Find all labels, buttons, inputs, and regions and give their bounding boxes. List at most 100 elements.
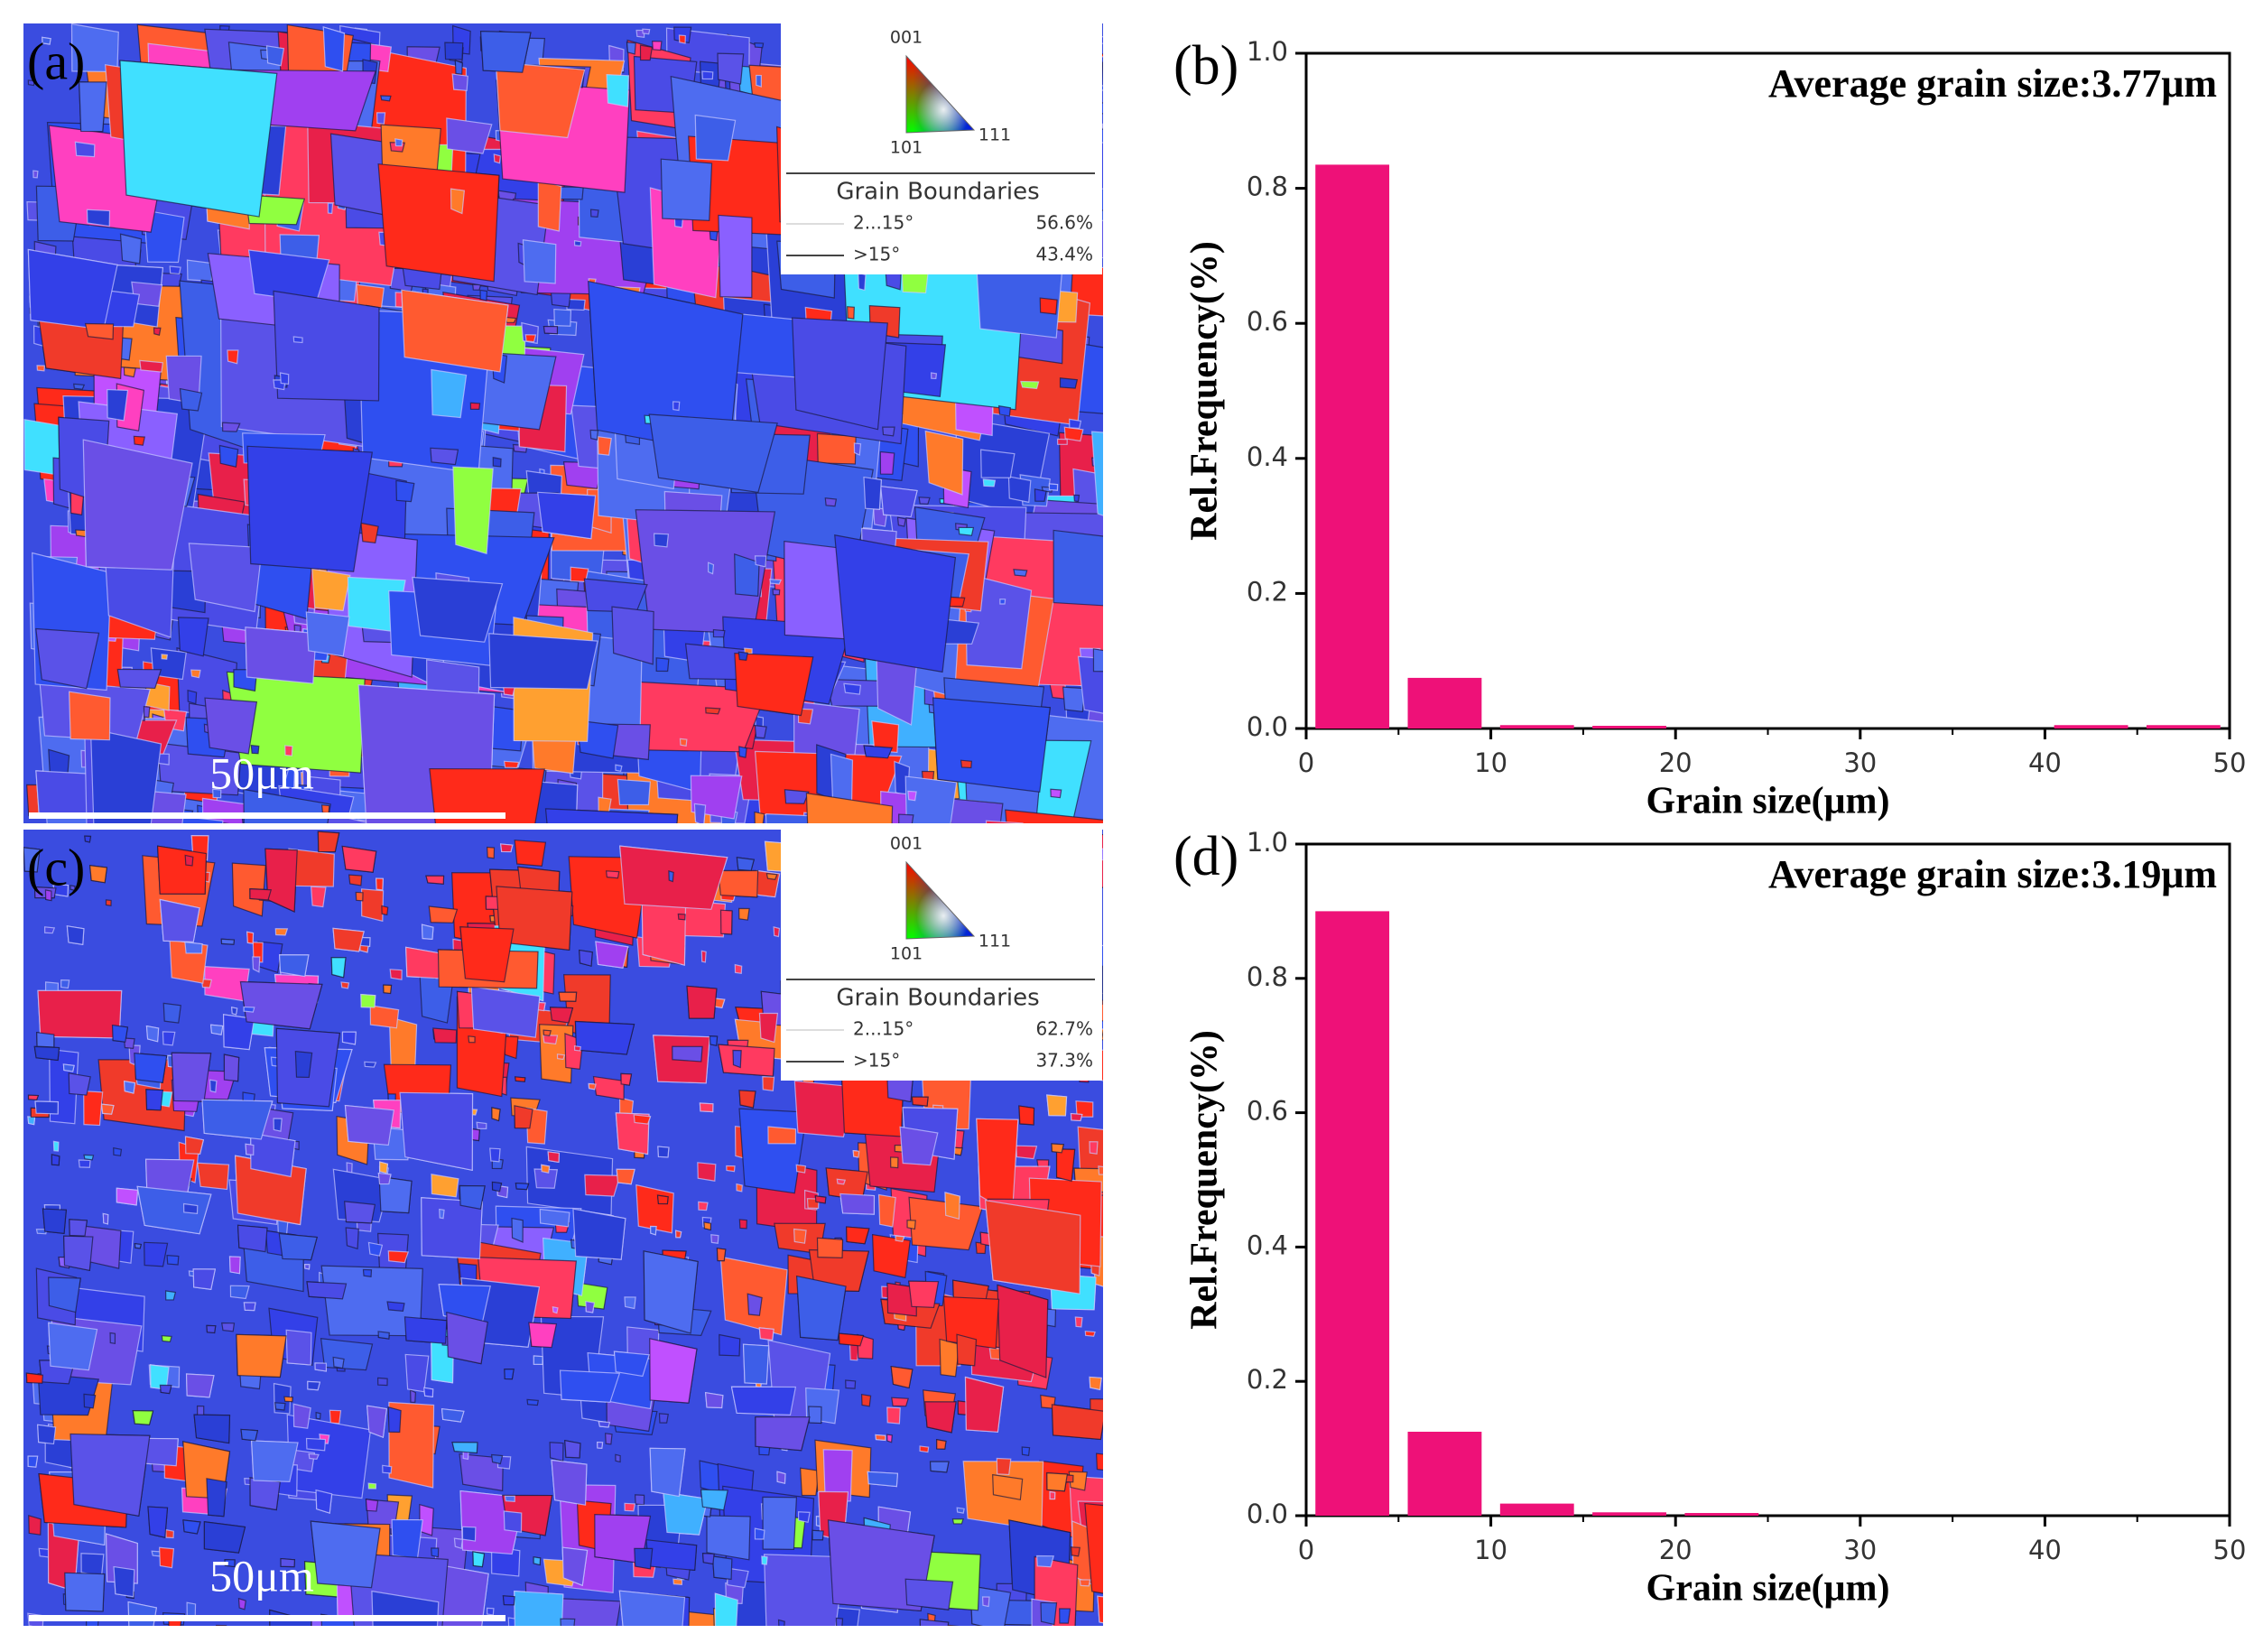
grain bbox=[549, 1442, 564, 1462]
grain bbox=[514, 1105, 533, 1129]
y-tick-label: 1.0 bbox=[1247, 827, 1288, 858]
grain bbox=[378, 1175, 413, 1214]
grain bbox=[626, 42, 636, 55]
grain bbox=[944, 1192, 960, 1220]
grain bbox=[543, 1029, 552, 1036]
grain bbox=[918, 497, 931, 506]
grain bbox=[1020, 380, 1040, 390]
grain bbox=[663, 1491, 709, 1536]
grain bbox=[320, 1338, 374, 1371]
grain bbox=[700, 1489, 728, 1511]
grain bbox=[136, 1185, 212, 1235]
grain bbox=[784, 789, 810, 804]
grain bbox=[116, 668, 162, 690]
grain bbox=[80, 1553, 105, 1577]
grain bbox=[159, 898, 200, 942]
y-tick-label: 0.0 bbox=[1247, 711, 1288, 742]
grain bbox=[754, 42, 765, 49]
scale-bar bbox=[29, 812, 505, 819]
y-axis-label: Rel.Frequency(%) bbox=[1184, 241, 1226, 541]
grain bbox=[658, 1413, 669, 1424]
grain bbox=[597, 1441, 604, 1449]
grain bbox=[734, 963, 743, 974]
grain bbox=[758, 1327, 774, 1341]
grain bbox=[428, 905, 459, 923]
grain bbox=[308, 1452, 320, 1461]
grain bbox=[633, 1114, 652, 1125]
pole-label: 101 bbox=[890, 944, 923, 964]
grain bbox=[369, 1005, 400, 1029]
grain bbox=[223, 1053, 240, 1082]
bar bbox=[1592, 1512, 1666, 1516]
grain bbox=[243, 1006, 255, 1013]
grain bbox=[231, 862, 266, 917]
grain bbox=[37, 1424, 57, 1445]
scale-bar bbox=[29, 1615, 505, 1621]
grain bbox=[514, 840, 547, 867]
grain bbox=[549, 1007, 574, 1024]
grain bbox=[161, 654, 168, 660]
grain bbox=[533, 1355, 543, 1366]
grain bbox=[718, 869, 759, 898]
grain bbox=[327, 202, 334, 215]
grain bbox=[461, 1526, 477, 1542]
grain bbox=[377, 1172, 392, 1185]
grain bbox=[109, 1332, 116, 1345]
grain bbox=[634, 1494, 645, 1506]
grain bbox=[703, 1221, 712, 1231]
grain bbox=[890, 1365, 914, 1389]
grain bbox=[889, 1156, 899, 1169]
grain bbox=[1075, 1100, 1094, 1118]
grain bbox=[367, 1241, 384, 1257]
grain bbox=[541, 1164, 551, 1174]
grain bbox=[505, 316, 517, 323]
grain bbox=[227, 349, 239, 365]
grain bbox=[107, 388, 129, 422]
grain bbox=[839, 1193, 876, 1215]
grain bbox=[495, 61, 586, 139]
grain bbox=[177, 617, 209, 657]
grain bbox=[84, 835, 92, 843]
legend-title: Grain Boundaries bbox=[836, 179, 1039, 206]
grain bbox=[838, 1332, 865, 1347]
grain bbox=[939, 1338, 960, 1378]
x-axis-label: Grain size(μm) bbox=[1646, 1568, 1890, 1610]
x-axis-label: Grain size(μm) bbox=[1646, 781, 1890, 822]
grain bbox=[145, 1089, 163, 1111]
grain bbox=[886, 1282, 917, 1317]
grain bbox=[795, 1275, 847, 1341]
grain bbox=[758, 1012, 779, 1044]
grain bbox=[642, 28, 651, 35]
grain bbox=[377, 1377, 388, 1387]
grain bbox=[899, 1126, 939, 1166]
grain bbox=[997, 1284, 1049, 1378]
grain bbox=[726, 1165, 736, 1173]
grain bbox=[981, 1596, 990, 1608]
grain bbox=[860, 1393, 872, 1407]
grain bbox=[283, 1396, 293, 1403]
grain bbox=[184, 942, 203, 954]
grain bbox=[634, 1547, 654, 1570]
grain bbox=[375, 877, 384, 891]
grain bbox=[652, 41, 663, 51]
grain bbox=[706, 1515, 751, 1561]
grain bbox=[908, 1280, 940, 1308]
grain bbox=[877, 1193, 896, 1228]
grain bbox=[162, 1002, 181, 1024]
grain bbox=[635, 1183, 674, 1234]
y-tick-label: 0.0 bbox=[1247, 1499, 1288, 1529]
grain bbox=[711, 1555, 733, 1581]
grain bbox=[980, 449, 1016, 478]
grain bbox=[209, 1079, 218, 1093]
grain bbox=[169, 265, 181, 275]
grain bbox=[982, 478, 997, 487]
grain bbox=[222, 1014, 255, 1051]
grain bbox=[620, 1072, 633, 1086]
grain bbox=[366, 1405, 387, 1439]
grain bbox=[765, 872, 778, 880]
grain bbox=[502, 1595, 515, 1606]
grain bbox=[73, 383, 86, 390]
grain bbox=[264, 848, 298, 913]
grain bbox=[44, 926, 56, 934]
